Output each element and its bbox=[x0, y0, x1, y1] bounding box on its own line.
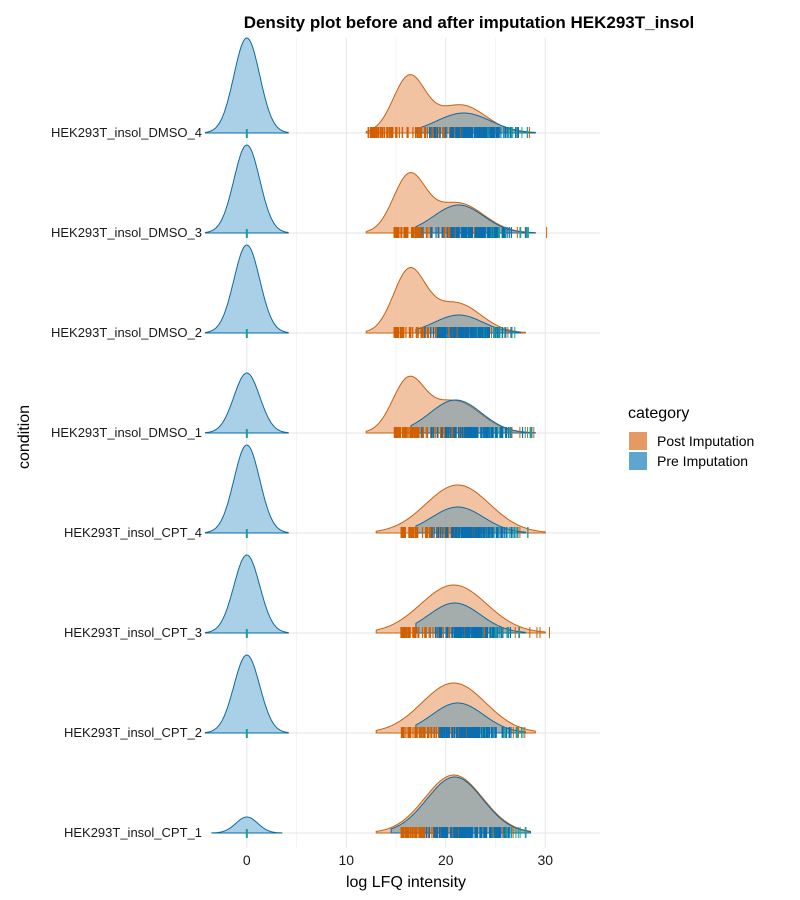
y-tick-label: HEK293T_insol_DMSO_3 bbox=[51, 225, 202, 240]
legend-title: category bbox=[628, 405, 689, 422]
y-tick-label: HEK293T_insol_CPT_4 bbox=[64, 525, 202, 540]
x-tick-label: 10 bbox=[339, 852, 355, 868]
y-tick-label: HEK293T_insol_CPT_3 bbox=[64, 625, 202, 640]
ridge-HEK293T_insol_DMSO_2 bbox=[204, 244, 526, 338]
ridge-HEK293T_insol_CPT_4 bbox=[204, 444, 546, 538]
pre-imputation-density-HEK293T_insol_CPT_4 bbox=[415, 506, 526, 534]
pre-imputation-density-HEK293T_insol_CPT_2 bbox=[415, 702, 526, 734]
zero-density-HEK293T_insol_DMSO_1 bbox=[204, 372, 289, 434]
post-imputation-density-HEK293T_insol_CPT_4 bbox=[375, 484, 546, 534]
legend-label-pre-imputation: Pre Imputation bbox=[657, 453, 748, 469]
legend-key-post-imputation bbox=[629, 432, 647, 450]
pre-imputation-density-HEK293T_insol_CPT_1 bbox=[390, 776, 531, 834]
x-tick-label: 0 bbox=[243, 852, 251, 868]
post-imputation-density-HEK293T_insol_CPT_1 bbox=[375, 774, 531, 834]
chart-title: Density plot before and after imputation… bbox=[244, 13, 695, 32]
zero-density-HEK293T_insol_CPT_1 bbox=[211, 816, 283, 834]
x-axis-title: log LFQ intensity bbox=[346, 874, 466, 891]
zero-density-HEK293T_insol_CPT_4 bbox=[204, 444, 289, 534]
y-tick-label: HEK293T_insol_CPT_2 bbox=[64, 725, 202, 740]
y-tick-label: HEK293T_insol_DMSO_2 bbox=[51, 325, 202, 340]
y-tick-label: HEK293T_insol_CPT_1 bbox=[64, 825, 202, 840]
ridge-HEK293T_insol_DMSO_4 bbox=[204, 37, 536, 138]
ridges bbox=[204, 37, 550, 838]
legend-key-pre-imputation bbox=[629, 452, 647, 470]
zero-density-HEK293T_insol_DMSO_4 bbox=[204, 37, 289, 134]
y-tick-label: HEK293T_insol_DMSO_4 bbox=[51, 125, 202, 140]
y-tick-label: HEK293T_insol_DMSO_1 bbox=[51, 425, 202, 440]
zero-density-HEK293T_insol_CPT_3 bbox=[204, 554, 289, 634]
x-tick-label: 30 bbox=[537, 852, 553, 868]
legend: category Post Imputation Pre Imputation bbox=[628, 405, 754, 470]
post-imputation-density-HEK293T_insol_CPT_3 bbox=[375, 584, 546, 634]
zero-density-HEK293T_insol_DMSO_3 bbox=[204, 144, 289, 234]
post-imputation-density-HEK293T_insol_CPT_2 bbox=[375, 682, 536, 734]
legend-label-post-imputation: Post Imputation bbox=[657, 433, 754, 449]
ridge-HEK293T_insol_CPT_1 bbox=[211, 774, 531, 838]
x-tick-label: 20 bbox=[438, 852, 454, 868]
y-axis-title: condition bbox=[16, 405, 33, 469]
zero-density-HEK293T_insol_CPT_2 bbox=[204, 654, 289, 734]
ridge-HEK293T_insol_DMSO_1 bbox=[204, 372, 536, 438]
x-axis-ticks: 0 10 20 30 bbox=[243, 852, 553, 868]
ridge-HEK293T_insol_DMSO_3 bbox=[204, 144, 548, 238]
ridge-HEK293T_insol_CPT_2 bbox=[204, 654, 536, 738]
pre-imputation-density-HEK293T_insol_DMSO_3 bbox=[415, 204, 536, 234]
zero-density-HEK293T_insol_DMSO_2 bbox=[204, 244, 289, 334]
y-axis-labels: HEK293T_insol_DMSO_4 HEK293T_insol_DMSO_3… bbox=[51, 125, 202, 840]
ridge-HEK293T_insol_CPT_3 bbox=[204, 554, 550, 638]
pre-imputation-density-HEK293T_insol_DMSO_1 bbox=[410, 399, 536, 434]
